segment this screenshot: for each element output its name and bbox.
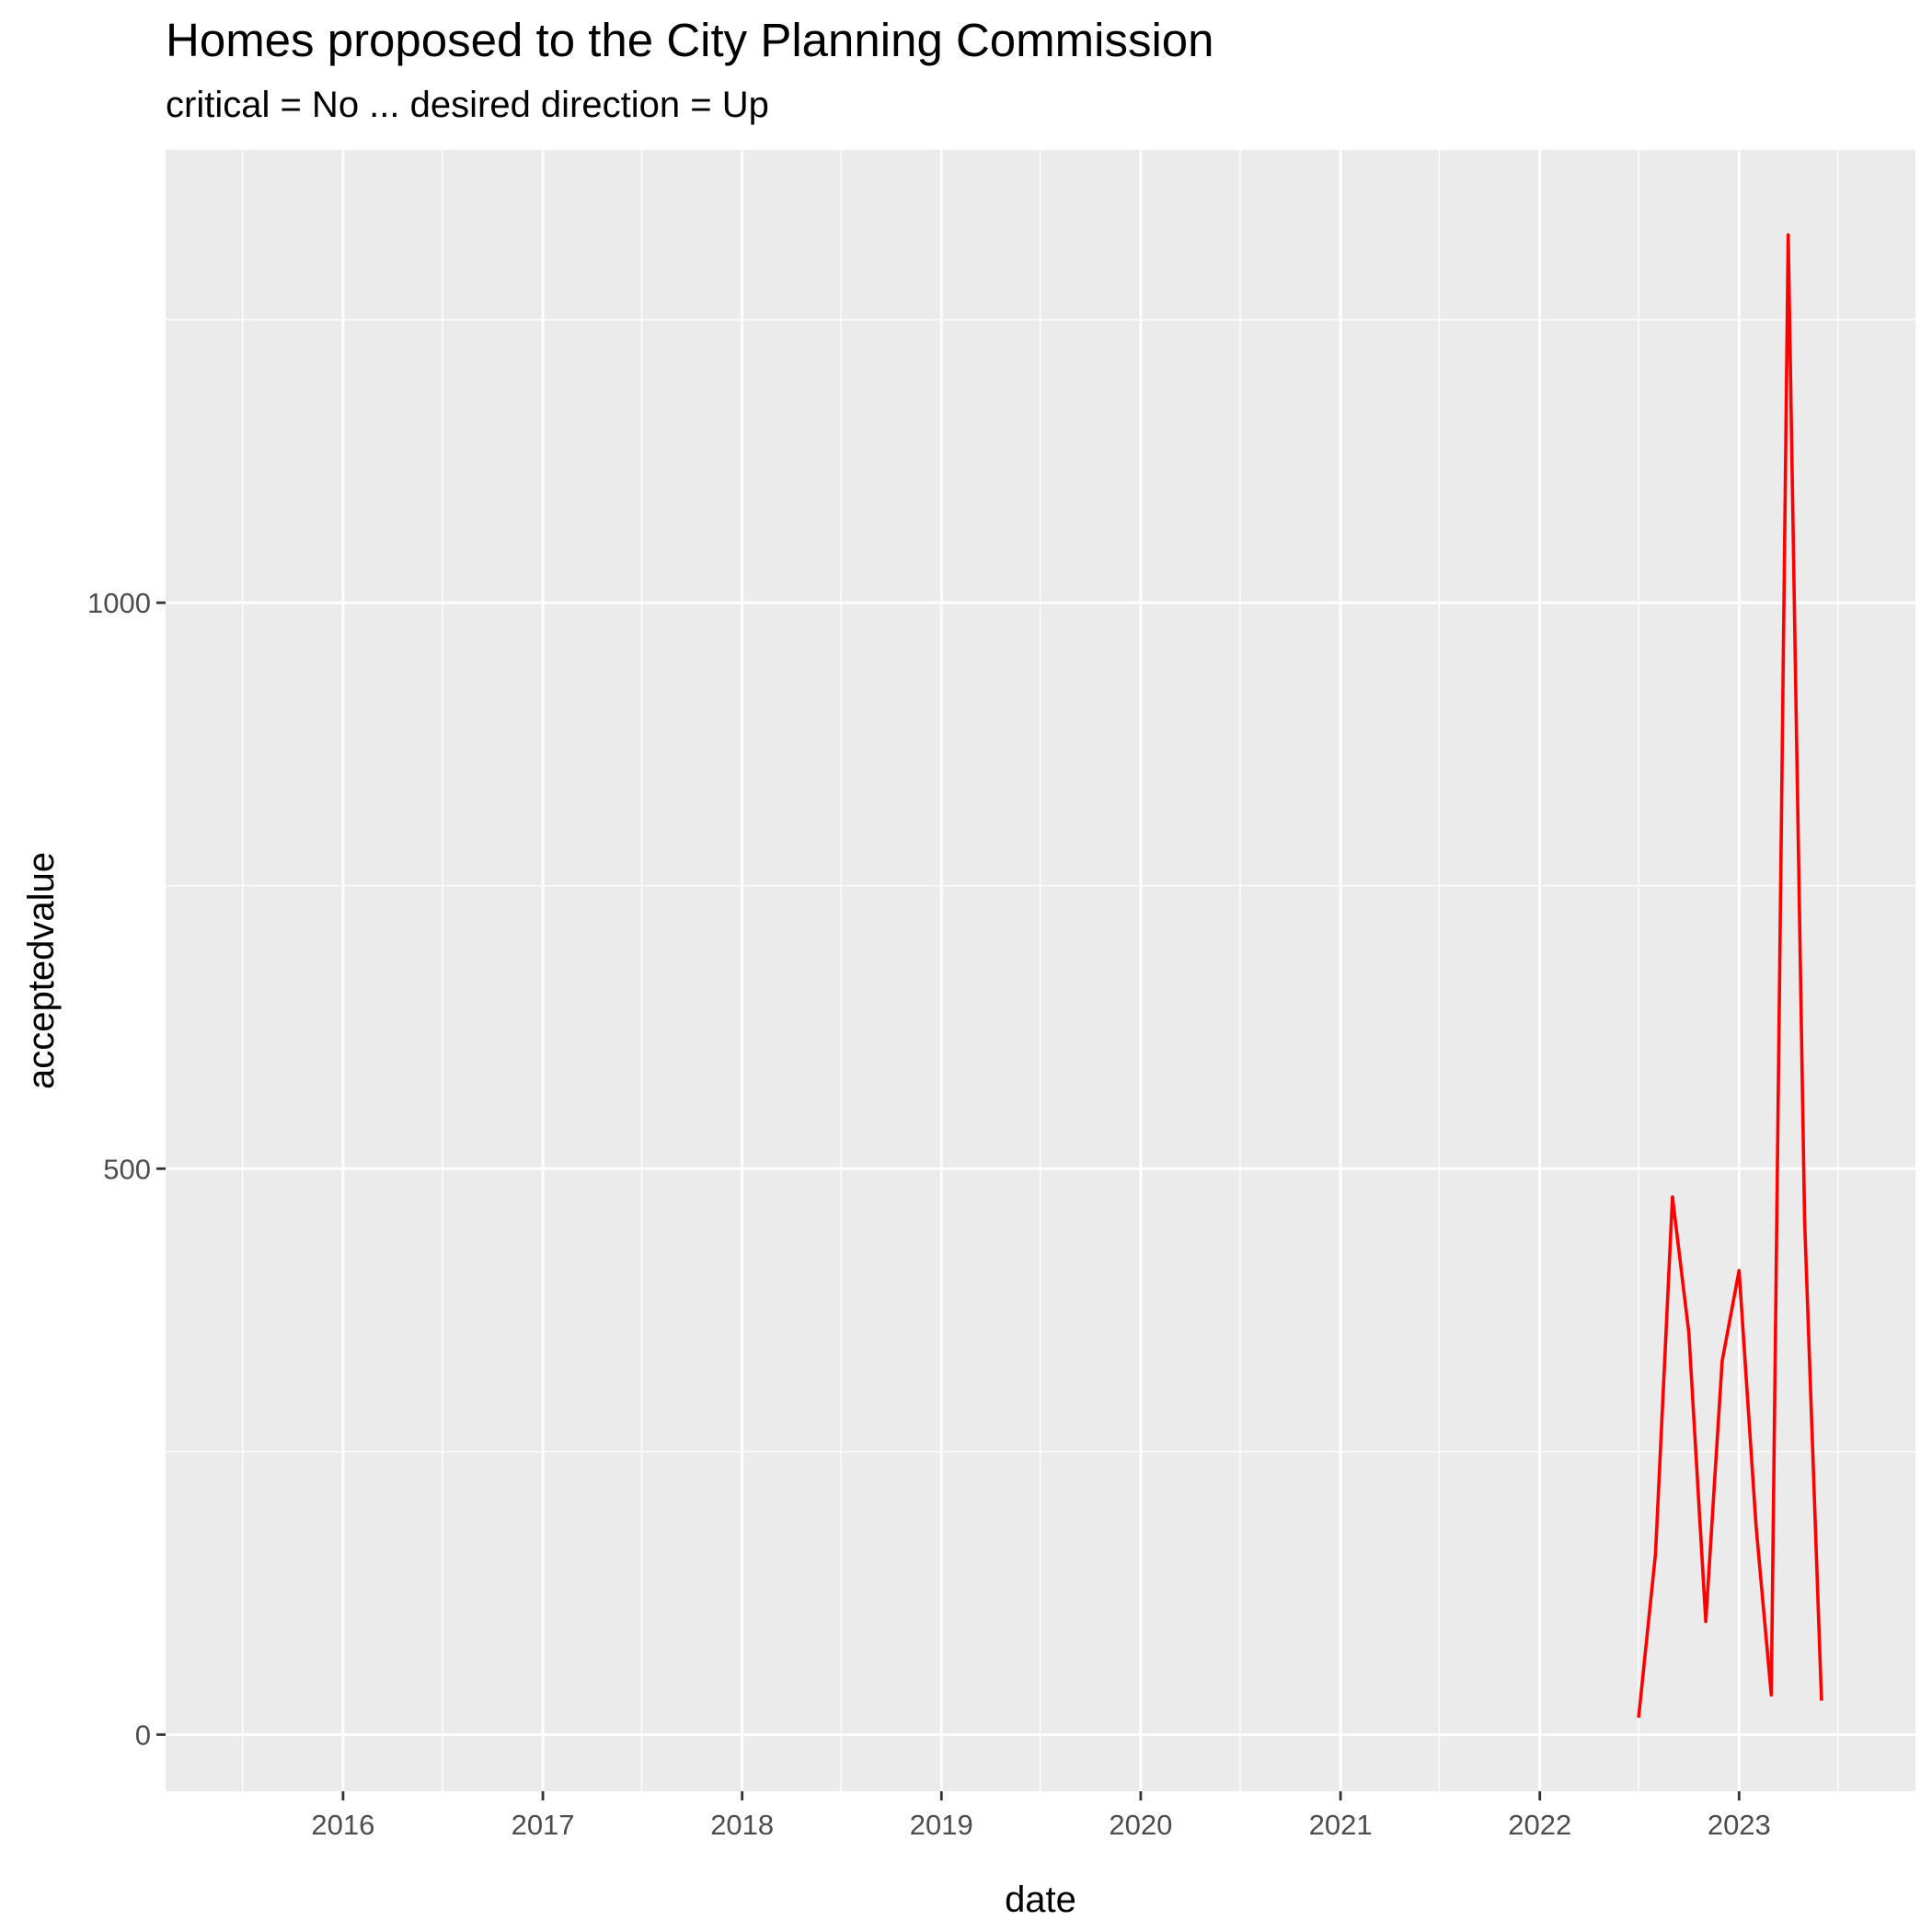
- major-gridlines: [166, 150, 1915, 1791]
- x-tick-label: 2016: [311, 1809, 374, 1841]
- x-tick-label: 2022: [1508, 1809, 1571, 1841]
- x-tick-label: 2020: [1109, 1809, 1172, 1841]
- y-tick-label: 1000: [87, 587, 151, 619]
- series-layer: [1637, 233, 1823, 1719]
- tick-labels: 0 500 1000 2016 2017 2018 2019 2020 2021 2022 2023: [87, 587, 1771, 1841]
- x-tick-label: 2018: [710, 1809, 774, 1841]
- series-line: [1637, 233, 1823, 1719]
- chart-subtitle: critical = No ... desired direction = Up: [166, 85, 769, 125]
- x-axis-title: date: [1005, 1880, 1076, 1920]
- x-tick-label: 2023: [1708, 1809, 1771, 1841]
- x-tick-label: 2019: [910, 1809, 973, 1841]
- y-tick-label: 500: [103, 1153, 151, 1185]
- axis-ticks: [156, 601, 1741, 1800]
- y-tick-label: 0: [135, 1719, 151, 1751]
- minor-gridlines: [166, 150, 1915, 1791]
- x-tick-label: 2017: [512, 1809, 575, 1841]
- chart-title: Homes proposed to the City Planning Comm…: [166, 14, 1214, 66]
- y-axis-title: acceptedvalue: [21, 852, 62, 1089]
- x-tick-label: 2021: [1309, 1809, 1373, 1841]
